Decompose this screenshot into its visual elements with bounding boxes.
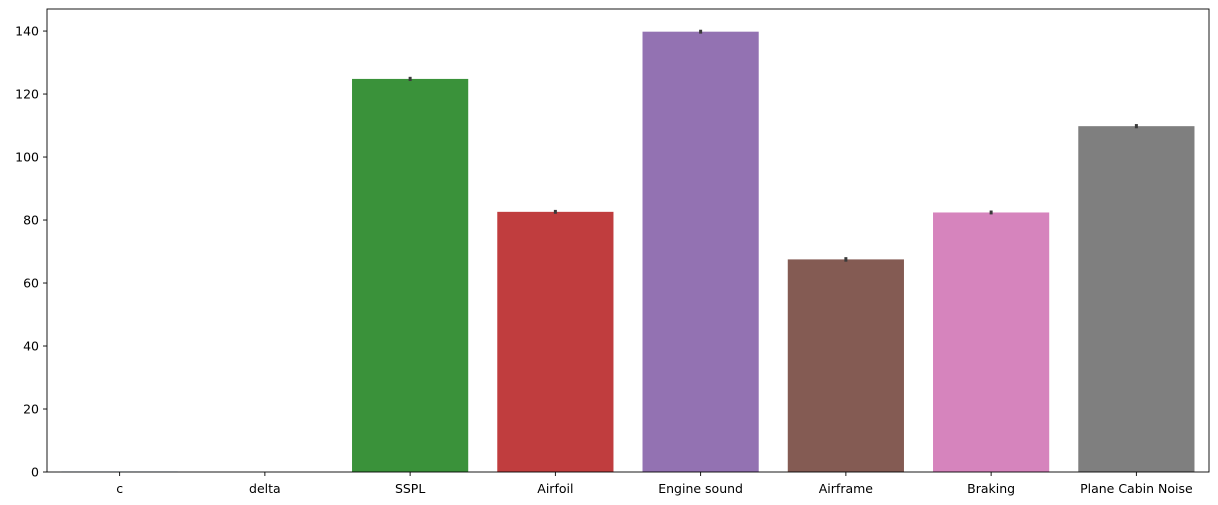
x-axis: c delta SSPL Airfoil Engine sound Airframe Bra… — [116, 472, 1193, 496]
x-tick-label: delta — [249, 481, 281, 496]
error-bars-group — [408, 29, 1138, 262]
bar-airfoil — [497, 211, 614, 472]
bar-sspl — [352, 78, 469, 473]
x-tick-label: Airfoil — [537, 481, 573, 496]
y-tick-label: 100 — [15, 150, 39, 165]
bar-plane-cabin-noise — [1078, 126, 1195, 473]
y-tick-label: 60 — [23, 276, 39, 291]
y-axis: 0 20 40 60 80 100 120 140 — [15, 24, 47, 480]
y-tick-label: 120 — [15, 87, 39, 102]
y-tick-label: 80 — [23, 213, 39, 228]
x-tick-label: Engine sound — [658, 481, 743, 496]
bar-braking — [933, 212, 1050, 472]
plot-frame — [46, 8, 1210, 473]
bar-airframe — [787, 259, 904, 472]
x-tick-label: c — [116, 481, 123, 496]
bars-group — [61, 31, 1195, 473]
x-tick-label: Airframe — [819, 481, 874, 496]
x-tick-label: Plane Cabin Noise — [1080, 481, 1193, 496]
x-tick-label: SSPL — [395, 481, 425, 496]
x-tick-label: Braking — [967, 481, 1015, 496]
bar-engine-sound — [642, 31, 759, 473]
y-tick-label: 40 — [23, 339, 39, 354]
y-tick-label: 0 — [31, 465, 39, 480]
y-tick-label: 140 — [15, 24, 39, 39]
y-tick-label: 20 — [23, 402, 39, 417]
